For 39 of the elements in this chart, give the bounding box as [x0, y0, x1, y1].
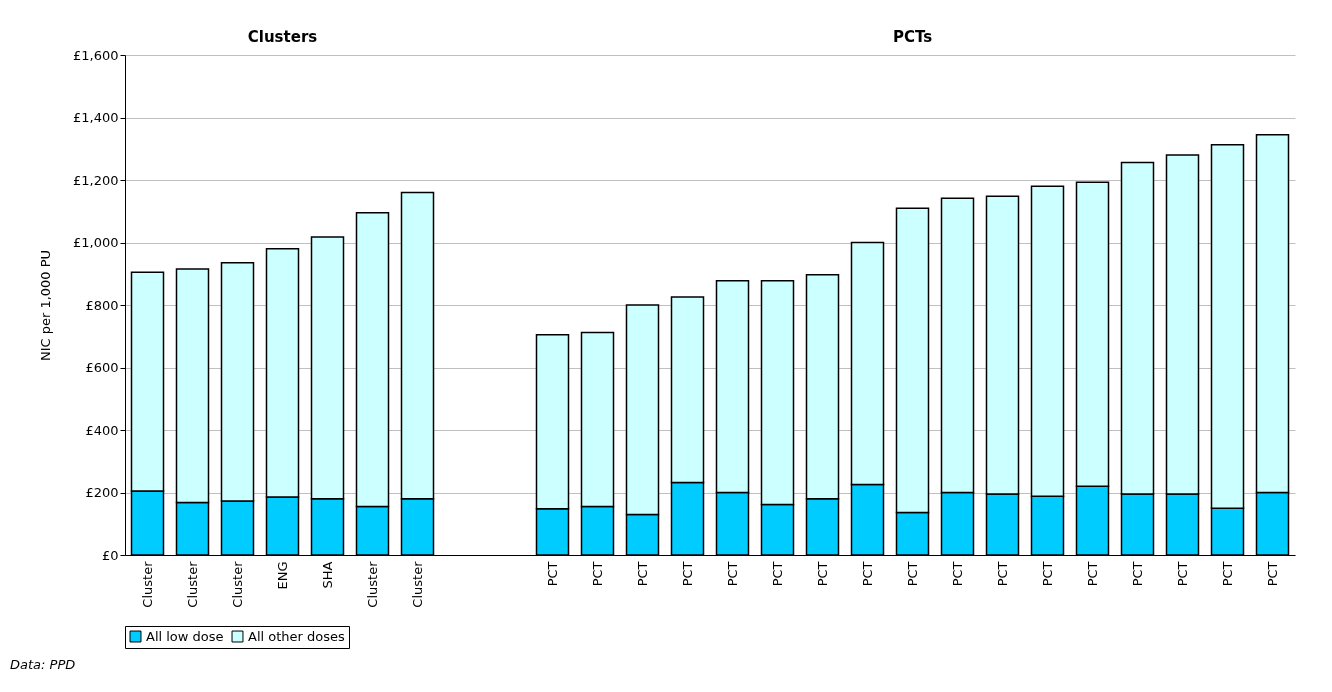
y-tick-label: £1,200: [73, 172, 119, 188]
x-tick-label: PCT: [994, 561, 1010, 587]
x-tick-label: PCT: [769, 561, 785, 587]
x-tick-label: Cluster: [409, 560, 425, 608]
y-tick-label: £1,000: [73, 235, 119, 250]
text: Data: PPD: [10, 657, 76, 672]
x-tick-label: ENG: [274, 561, 290, 590]
x-tick-label: PCT: [1174, 561, 1190, 587]
x-tick-label: PCT: [1264, 561, 1280, 587]
y-tick-label: £600: [85, 360, 119, 375]
x-tick-label: PCT: [634, 561, 650, 587]
y-tick-label: £400: [85, 422, 119, 438]
x-tick-label: PCT: [904, 561, 920, 587]
x-tick-label: PCT: [859, 561, 875, 587]
y-tick-label: £200: [85, 485, 119, 500]
x-tick-label: Cluster: [184, 560, 200, 608]
y-tick-label: £800: [85, 297, 119, 313]
x-tick-label: SHA: [319, 561, 335, 589]
x-tick-label: Cluster: [229, 560, 245, 608]
x-tick-label: Cluster: [364, 560, 380, 608]
text: Clusters: [247, 28, 318, 46]
y-axis-title: NIC per 1,000 PU: [38, 249, 54, 362]
x-tick-label: PCT: [1219, 561, 1235, 587]
x-tick-label: PCT: [544, 561, 560, 587]
x-tick-label: PCT: [679, 561, 695, 587]
x-tick-label: PCT: [949, 561, 965, 587]
x-tick-label: PCT: [1039, 561, 1055, 587]
text: PCTs: [892, 28, 933, 46]
x-tick-label: PCT: [724, 561, 740, 587]
x-tick-label: Cluster: [139, 560, 155, 608]
x-tick-label: PCT: [1129, 561, 1145, 587]
y-tick-label: £1,600: [73, 47, 119, 63]
x-tick-label: PCT: [814, 561, 830, 587]
y-tick-label: £0: [101, 547, 119, 563]
x-tick-label: PCT: [1084, 561, 1100, 587]
legend-label: All other doses: [248, 628, 345, 644]
legend-label: All low dose: [146, 628, 224, 644]
y-tick-label: £1,400: [73, 110, 119, 125]
x-tick-label: PCT: [589, 561, 605, 587]
